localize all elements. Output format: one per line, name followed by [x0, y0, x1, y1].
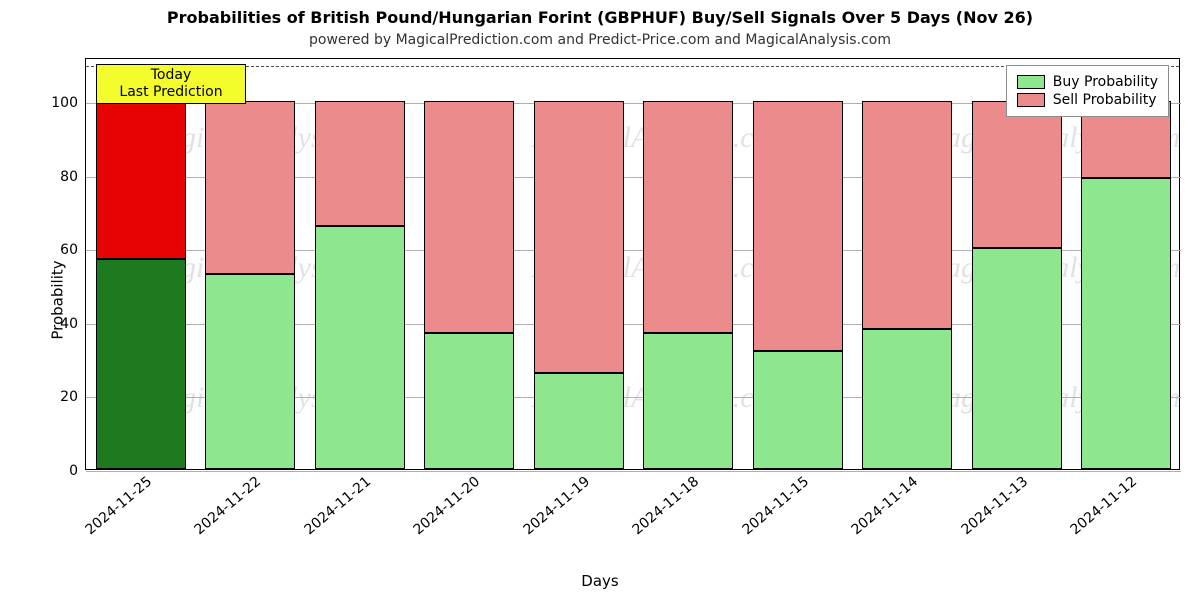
bar-buy — [972, 248, 1062, 469]
bar-buy — [862, 329, 952, 469]
x-axis-label: Days — [0, 572, 1200, 590]
bar-sell — [972, 101, 1062, 248]
bar-buy — [643, 333, 733, 469]
ytick-label: 20 — [60, 389, 86, 405]
chart-title: Probabilities of British Pound/Hungarian… — [0, 8, 1200, 27]
ytick-label: 0 — [69, 463, 86, 479]
xtick-label: 2024-11-13 — [954, 469, 1030, 538]
xtick-label: 2024-11-19 — [516, 469, 592, 538]
bar-slot — [753, 57, 843, 469]
bar-slot — [96, 57, 186, 469]
bar-sell — [534, 101, 624, 373]
callout-line: Today — [97, 67, 245, 85]
bar-sell — [862, 101, 952, 329]
ytick-label: 60 — [60, 242, 86, 258]
today-callout: TodayLast Prediction — [96, 64, 246, 104]
xtick-label: 2024-11-18 — [626, 469, 702, 538]
bar-slot — [534, 57, 624, 469]
bar-sell — [96, 101, 186, 259]
bar-buy — [205, 274, 295, 469]
ytick-label: 40 — [60, 316, 86, 332]
xtick-label: 2024-11-22 — [188, 469, 264, 538]
bar-sell — [753, 101, 843, 351]
bar-slot — [643, 57, 733, 469]
chart-subtitle: powered by MagicalPrediction.com and Pre… — [0, 32, 1200, 48]
callout-line: Last Prediction — [97, 84, 245, 102]
bar-buy — [315, 226, 405, 469]
legend-label: Buy Probability — [1053, 74, 1158, 90]
chart-viewport: Probabilities of British Pound/Hungarian… — [0, 0, 1200, 600]
bar-slot — [972, 57, 1062, 469]
bar-slot — [424, 57, 514, 469]
bar-buy — [534, 373, 624, 469]
bar-buy — [1081, 178, 1171, 469]
bar-slot — [862, 57, 952, 469]
xtick-label: 2024-11-21 — [297, 469, 373, 538]
bar-sell — [424, 101, 514, 333]
bar-sell — [643, 101, 733, 333]
legend-swatch — [1017, 93, 1045, 107]
xtick-label: 2024-11-12 — [1064, 469, 1140, 538]
xtick-label: 2024-11-25 — [78, 469, 154, 538]
ytick-label: 100 — [51, 95, 86, 111]
xtick-label: 2024-11-20 — [407, 469, 483, 538]
bar-sell — [315, 101, 405, 226]
bar-slot — [315, 57, 405, 469]
bar-slot — [205, 57, 295, 469]
legend-item: Buy Probability — [1017, 74, 1158, 90]
bar-buy — [424, 333, 514, 469]
legend: Buy Probability Sell Probability — [1006, 65, 1169, 117]
bar-slot — [1081, 57, 1171, 469]
ytick-label: 80 — [60, 169, 86, 185]
xtick-label: 2024-11-14 — [845, 469, 921, 538]
legend-label: Sell Probability — [1053, 92, 1157, 108]
legend-item: Sell Probability — [1017, 92, 1158, 108]
legend-swatch — [1017, 75, 1045, 89]
bar-sell — [205, 101, 295, 274]
xtick-label: 2024-11-15 — [735, 469, 811, 538]
bar-buy — [96, 259, 186, 469]
plot-area: MagicalAnalysis.comMagicalAnalysis.comMa… — [85, 58, 1180, 470]
bar-buy — [753, 351, 843, 469]
